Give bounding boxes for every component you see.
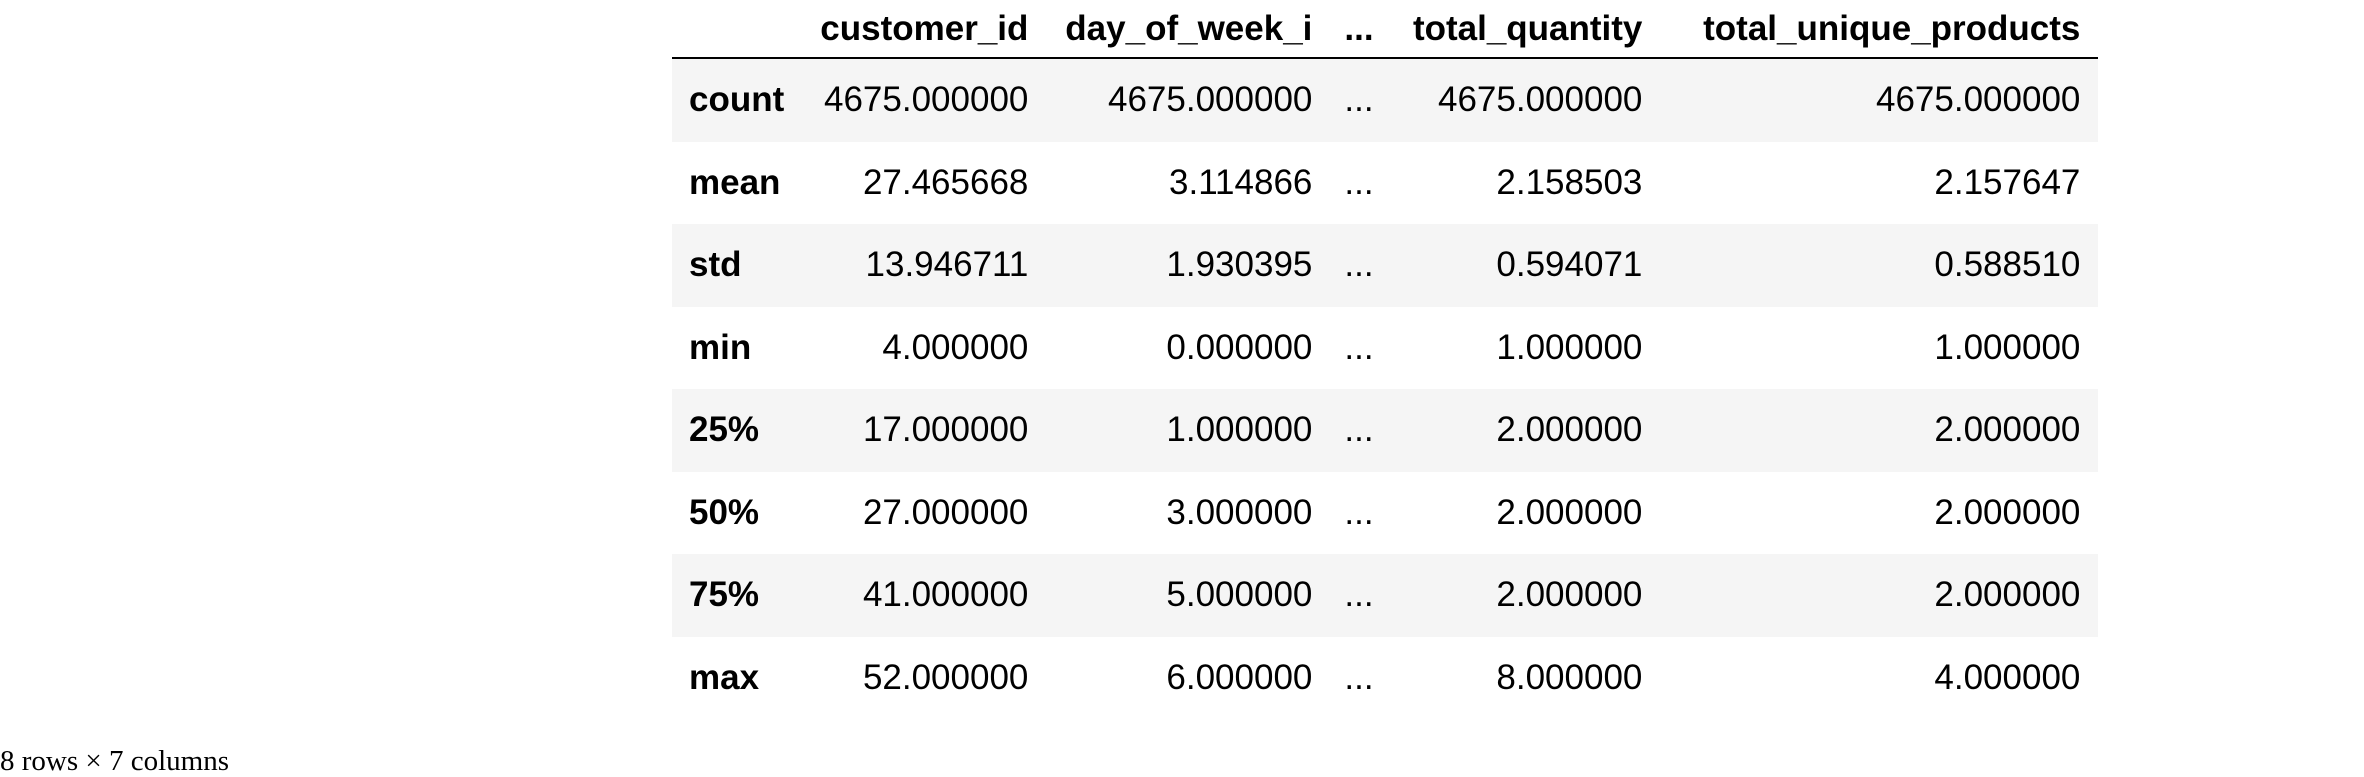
dataframe-output: customer_id day_of_week_i ... total_quan… — [672, 0, 2099, 719]
table-cell-ellipsis: ... — [1344, 575, 1374, 615]
table-cell: 5.000000 — [1166, 575, 1313, 615]
column-header-ellipsis: ... — [1330, 0, 1389, 59]
dataframe-shape-text: 8 rows × 7 columns — [0, 745, 230, 777]
table-cell-ellipsis: ... — [1344, 245, 1374, 285]
table-cell: 2.000000 — [1934, 410, 2081, 450]
table-cell: 4.000000 — [882, 327, 1029, 367]
table-row: min 4.000000 0.000000 ... 1.000000 1.000… — [672, 306, 2099, 389]
table-cell-ellipsis: ... — [1344, 657, 1374, 697]
table-body: count 4675.000000 4675.000000 ... 4675.0… — [672, 58, 2099, 719]
table-cell-ellipsis: ... — [1344, 80, 1374, 120]
table-cell: 2.158503 — [1496, 162, 1643, 202]
row-index-label: max — [689, 657, 760, 697]
table-cell-ellipsis: ... — [1344, 492, 1374, 532]
table-cell: 41.000000 — [862, 575, 1029, 615]
table-row: 75% 41.000000 5.000000 ... 2.000000 2.00… — [672, 554, 2099, 637]
describe-table: customer_id day_of_week_i ... total_quan… — [672, 0, 2099, 719]
table-cell: 2.000000 — [1496, 575, 1643, 615]
table-row: max 52.000000 6.000000 ... 8.000000 4.00… — [672, 636, 2099, 719]
table-cell: 0.588510 — [1934, 245, 2081, 285]
table-cell: 6.000000 — [1166, 657, 1313, 697]
table-cell: 1.000000 — [1496, 327, 1643, 367]
table-cell: 4675.000000 — [824, 80, 1029, 120]
table-cell: 2.000000 — [1496, 492, 1643, 532]
table-cell-ellipsis: ... — [1344, 162, 1374, 202]
row-index-label: min — [689, 327, 752, 367]
row-index-label: mean — [689, 162, 781, 202]
row-index-label: std — [689, 245, 742, 285]
table-cell: 4.000000 — [1934, 657, 2081, 697]
table-cell: 3.000000 — [1166, 492, 1313, 532]
table-cell: 1.930395 — [1166, 245, 1313, 285]
table-cell-ellipsis: ... — [1344, 327, 1374, 367]
table-cell: 27.000000 — [862, 492, 1029, 532]
table-cell: 4675.000000 — [1108, 80, 1313, 120]
row-index-label: 25% — [689, 410, 760, 450]
table-cell: 2.000000 — [1934, 575, 2081, 615]
table-row: 50% 27.000000 3.000000 ... 2.000000 2.00… — [672, 471, 2099, 554]
table-cell: 27.465668 — [862, 162, 1029, 202]
table-row: std 13.946711 1.930395 ... 0.594071 0.58… — [672, 224, 2099, 307]
index-header-corner — [672, 0, 803, 59]
table-cell: 4675.000000 — [1876, 80, 2081, 120]
table-cell: 2.000000 — [1496, 410, 1643, 450]
table-cell: 2.157647 — [1934, 162, 2081, 202]
column-header: day_of_week_i — [1046, 0, 1331, 59]
table-cell: 3.114866 — [1169, 162, 1313, 202]
row-index-label: count — [689, 80, 785, 120]
table-cell: 0.594071 — [1496, 245, 1643, 285]
table-cell: 13.946711 — [865, 245, 1029, 285]
table-cell: 0.000000 — [1166, 327, 1313, 367]
table-cell: 8.000000 — [1496, 657, 1643, 697]
table-cell: 17.000000 — [862, 410, 1029, 450]
column-header: customer_id — [802, 0, 1047, 59]
table-row: 25% 17.000000 1.000000 ... 2.000000 2.00… — [672, 389, 2099, 472]
table-row: mean 27.465668 3.114866 ... 2.158503 2.1… — [672, 141, 2099, 224]
column-header: total_unique_products — [1660, 0, 2099, 59]
row-index-label: 75% — [689, 575, 760, 615]
table-header: customer_id day_of_week_i ... total_quan… — [672, 0, 2099, 59]
table-cell: 1.000000 — [1166, 410, 1313, 450]
column-header: total_quantity — [1388, 0, 1661, 59]
row-index-label: 50% — [689, 492, 760, 532]
table-cell: 52.000000 — [862, 657, 1029, 697]
table-cell: 1.000000 — [1934, 327, 2081, 367]
table-cell-ellipsis: ... — [1344, 410, 1374, 450]
table-cell: 2.000000 — [1934, 492, 2081, 532]
header-row: customer_id day_of_week_i ... total_quan… — [672, 0, 2099, 59]
table-cell: 4675.000000 — [1438, 80, 1643, 120]
table-row: count 4675.000000 4675.000000 ... 4675.0… — [672, 58, 2099, 142]
